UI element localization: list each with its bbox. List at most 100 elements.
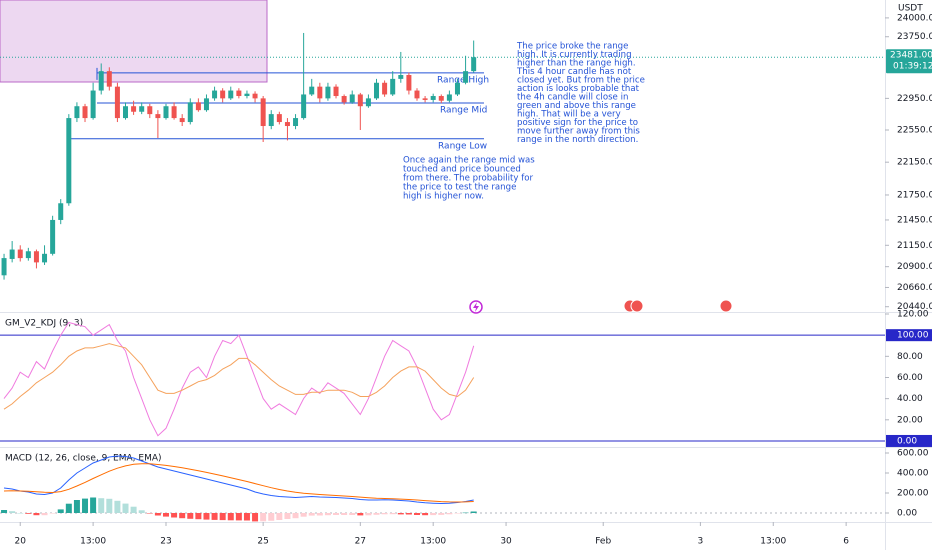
annotation-line: from there. The probability for xyxy=(403,174,534,184)
candle-body xyxy=(195,102,201,111)
candle-body xyxy=(228,90,234,99)
x-tick-label: 23 xyxy=(160,537,171,547)
range-label: Range Low xyxy=(438,141,487,151)
x-tick-label: 3 xyxy=(698,537,704,547)
histogram-bar xyxy=(341,513,348,515)
candle-body xyxy=(33,251,39,263)
histogram-bar xyxy=(235,513,242,521)
histogram-bar xyxy=(1,510,8,513)
candle-body xyxy=(341,96,347,103)
candle-body xyxy=(66,118,72,204)
candle-body xyxy=(422,98,428,100)
y-tick-label: 60.00 xyxy=(897,373,923,383)
histogram-bar xyxy=(211,513,218,520)
level-label-box xyxy=(886,329,932,342)
event-icons xyxy=(469,299,733,314)
last-price-label: 23481.00 xyxy=(890,51,932,61)
histogram-bar xyxy=(405,513,412,515)
candle-body xyxy=(147,106,153,115)
candle-body xyxy=(374,82,380,99)
histogram-bar xyxy=(25,513,32,514)
x-tick-label: 30 xyxy=(500,537,512,547)
candle-body xyxy=(276,114,282,123)
histogram-bar xyxy=(41,513,48,516)
candle-body xyxy=(293,118,299,127)
indicator-line xyxy=(3,343,475,410)
histogram-bar xyxy=(9,511,16,513)
y-tick-label: 20900.00 xyxy=(897,262,932,272)
candle-body xyxy=(220,90,226,99)
x-tick-label: 13:00 xyxy=(80,537,106,547)
histogram-bar xyxy=(308,513,315,516)
kdj-title: GM_V2_KDJ (9, 3) xyxy=(5,319,83,329)
y-tick-label: 0.00 xyxy=(897,509,917,519)
histogram-bar xyxy=(357,513,364,516)
candle-body xyxy=(390,78,396,95)
annotation-line: positive sign for the price to xyxy=(517,118,638,128)
histogram-bar xyxy=(252,513,259,522)
candle-body xyxy=(454,82,460,95)
annotation-line: high is higher now. xyxy=(403,192,484,202)
candle-body xyxy=(187,102,193,123)
candle-body xyxy=(123,106,129,119)
histogram-bar xyxy=(276,513,283,520)
histogram-bar xyxy=(413,513,420,515)
histogram-bar xyxy=(389,513,396,515)
candle-body xyxy=(90,90,96,119)
y-tick-label: 400.00 xyxy=(897,469,929,479)
x-tick-label: 6 xyxy=(843,537,849,547)
event-icon[interactable] xyxy=(630,299,644,313)
candle-body xyxy=(42,253,48,263)
range-label: Range Mid xyxy=(440,105,487,115)
histogram-bar xyxy=(98,498,105,513)
histogram-bar xyxy=(268,513,275,521)
annotation-line: Once again the range mid was xyxy=(403,156,535,166)
annotation-line: This 4 hour candle has not xyxy=(516,67,632,77)
y-tick-label: 80.00 xyxy=(897,352,923,362)
histogram-bar xyxy=(227,513,234,521)
y-tick-label: 24000.00 xyxy=(897,13,932,23)
candle-body xyxy=(139,106,145,112)
y-tick-label: 23750.00 xyxy=(897,32,932,42)
histogram-bar xyxy=(146,513,153,514)
histogram-bar xyxy=(187,513,194,519)
candle-body xyxy=(106,71,112,87)
annotation-line: The price broke the range xyxy=(516,42,628,52)
macd-line xyxy=(3,463,474,503)
y-tick-label: 21150.00 xyxy=(897,241,932,251)
event-icon[interactable] xyxy=(719,299,733,313)
annotation-line: higher than the range high. xyxy=(517,59,636,69)
candle-body xyxy=(50,219,56,254)
y-tick-label: 200.00 xyxy=(897,489,929,499)
range-label: Range High xyxy=(437,75,489,85)
level-label-box xyxy=(886,434,932,447)
histogram-bar xyxy=(179,513,186,519)
histogram-bar xyxy=(17,513,24,514)
annotation-line: high. It is currently trading xyxy=(517,50,632,60)
y-tick-label: 21450.00 xyxy=(897,215,932,225)
histogram-bar xyxy=(462,512,469,514)
histogram-bar xyxy=(470,511,477,513)
histogram-bar xyxy=(171,513,178,518)
histogram-bar xyxy=(33,513,40,516)
indicator-line xyxy=(3,321,475,437)
candle-body xyxy=(260,98,266,127)
histogram-bar xyxy=(284,513,291,519)
candle-body xyxy=(463,71,469,83)
y-tick-label: 22550.00 xyxy=(897,125,932,135)
y-tick-label: 20660.00 xyxy=(897,283,932,293)
supply-zone xyxy=(0,0,268,83)
histogram-bar xyxy=(381,513,388,515)
last-price-box xyxy=(886,49,932,74)
candle-body xyxy=(317,86,323,99)
candle-body xyxy=(309,86,315,95)
histogram-bar xyxy=(154,513,161,516)
histogram-bar xyxy=(438,513,445,515)
annotation-line: green and above this range xyxy=(517,101,636,111)
histogram-bar xyxy=(454,513,461,514)
candle-body xyxy=(114,86,120,119)
y-tick-label: 120.00 xyxy=(897,310,929,320)
histogram-bar xyxy=(349,513,356,515)
